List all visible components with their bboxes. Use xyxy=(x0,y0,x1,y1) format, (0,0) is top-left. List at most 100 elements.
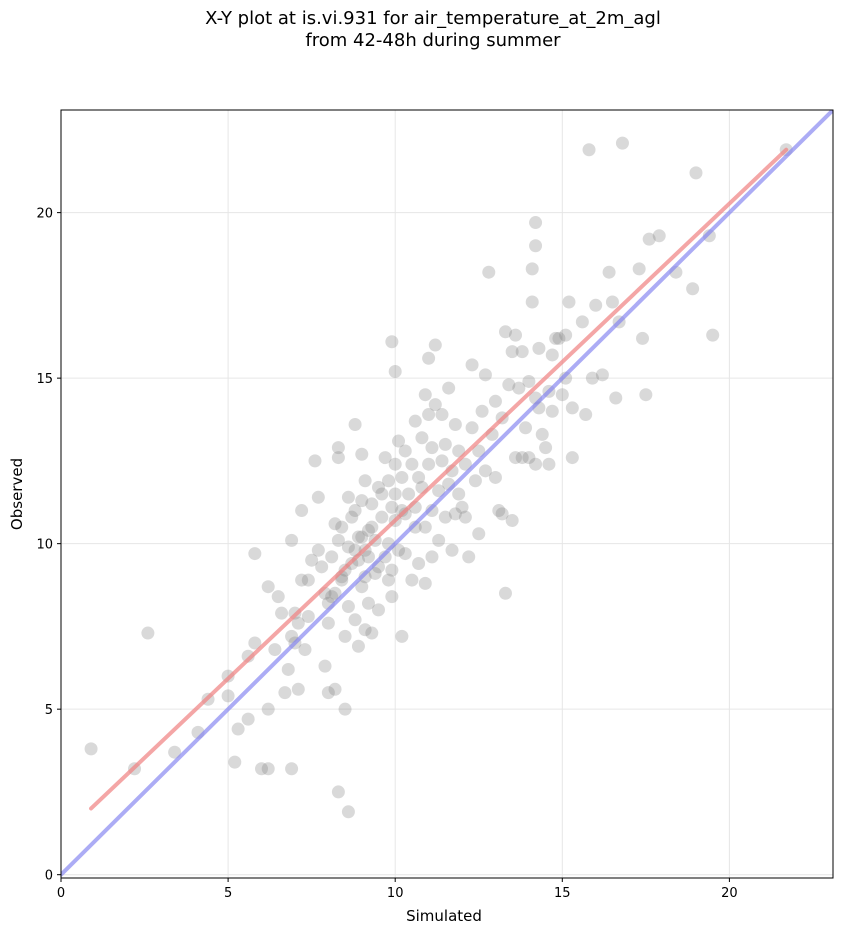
scatter-point xyxy=(455,500,469,514)
scatter-point xyxy=(355,580,369,594)
scatter-point xyxy=(582,143,596,157)
chart-title: X-Y plot at is.vi.931 for air_temperatur… xyxy=(0,8,843,52)
scatter-point xyxy=(532,341,546,355)
scatter-point xyxy=(545,404,559,418)
scatter-point xyxy=(478,464,492,478)
scatter-point xyxy=(522,451,536,465)
scatter-point xyxy=(442,381,456,395)
scatter-point xyxy=(636,331,650,345)
y-tick-label: 10 xyxy=(36,538,53,553)
scatter-point xyxy=(605,295,619,309)
scatter-point xyxy=(435,408,449,422)
scatter-point xyxy=(348,417,362,431)
scatter-point xyxy=(261,702,275,716)
scatter-point xyxy=(261,762,275,776)
scatter-point xyxy=(331,451,345,465)
scatter-point xyxy=(371,480,385,494)
scatter-point xyxy=(686,282,700,296)
x-tick-label: 15 xyxy=(554,886,571,901)
scatter-point xyxy=(565,401,579,415)
scatter-point xyxy=(301,609,315,623)
scatter-point xyxy=(405,457,419,471)
scatter-point xyxy=(402,487,416,501)
scatter-point xyxy=(415,431,429,445)
scatter-point xyxy=(351,639,365,653)
scatter-point xyxy=(395,629,409,643)
identity-line xyxy=(61,110,833,877)
scatter-point xyxy=(632,262,646,276)
scatter-point xyxy=(268,643,282,657)
scatter-point xyxy=(392,434,406,448)
scatter-point xyxy=(375,487,389,501)
scatter-point xyxy=(408,414,422,428)
scatter-point xyxy=(358,474,372,488)
scatter-point xyxy=(398,547,412,561)
scatter-point xyxy=(351,530,365,544)
scatter-point xyxy=(405,573,419,587)
scatter-point xyxy=(168,745,182,759)
scatter-point xyxy=(595,368,609,382)
scatter-point xyxy=(652,229,666,243)
scatter-point xyxy=(261,580,275,594)
scatter-point xyxy=(488,394,502,408)
scatter-point xyxy=(298,643,312,657)
x-tick-label: 20 xyxy=(721,886,738,901)
scatter-point xyxy=(422,408,436,422)
y-tick-label: 20 xyxy=(36,207,53,222)
scatter-point xyxy=(385,563,399,577)
scatter-point xyxy=(579,408,593,422)
scatter-point xyxy=(385,590,399,604)
scatter-point xyxy=(378,451,392,465)
scatter-point xyxy=(475,404,489,418)
scatter-point xyxy=(445,543,459,557)
scatter-point xyxy=(418,388,432,402)
scatter-point xyxy=(378,550,392,564)
scatter-point xyxy=(331,533,345,547)
scatter-point xyxy=(361,550,375,564)
scatter-point xyxy=(358,623,372,637)
scatter-point xyxy=(398,507,412,521)
scatter-point xyxy=(452,444,466,458)
scatter-point xyxy=(552,331,566,345)
x-tick-label: 5 xyxy=(224,886,232,901)
scatter-point xyxy=(472,527,486,541)
y-tick-label: 15 xyxy=(36,372,53,387)
scatter-point xyxy=(305,553,319,567)
y-axis-label: Observed xyxy=(8,458,26,530)
scatter-point xyxy=(478,368,492,382)
scatter-point xyxy=(412,470,426,484)
scatter-point xyxy=(432,484,446,498)
scatter-point xyxy=(328,586,342,600)
scatter-point xyxy=(345,510,359,524)
scatter-point xyxy=(331,441,345,455)
y-tick-label: 0 xyxy=(45,869,53,884)
scatter-point xyxy=(585,371,599,385)
scatter-point xyxy=(241,649,255,663)
scatter-point xyxy=(505,345,519,359)
scatter-point xyxy=(355,530,369,544)
scatter-point xyxy=(505,513,519,527)
scatter-point xyxy=(448,507,462,521)
scatter-point xyxy=(418,520,432,534)
scatter-point xyxy=(385,500,399,514)
scatter-point xyxy=(602,265,616,279)
scatter-point xyxy=(438,510,452,524)
scatter-point xyxy=(498,586,512,600)
scatter-point xyxy=(529,216,543,230)
scatter-point xyxy=(498,325,512,339)
scatter-point xyxy=(559,371,573,385)
scatter-point xyxy=(335,573,349,587)
scatter-point xyxy=(341,540,355,554)
scatter-point xyxy=(285,762,299,776)
scatter-point xyxy=(522,374,536,388)
plot-frame xyxy=(60,109,834,879)
scatter-point xyxy=(425,441,439,455)
scatter-point xyxy=(291,616,305,630)
scatter-point xyxy=(488,470,502,484)
scatter-point xyxy=(365,520,379,534)
x-tick-label: 10 xyxy=(387,886,404,901)
scatter-point xyxy=(328,517,342,531)
scatter-point xyxy=(472,444,486,458)
scatter-point xyxy=(502,378,516,392)
